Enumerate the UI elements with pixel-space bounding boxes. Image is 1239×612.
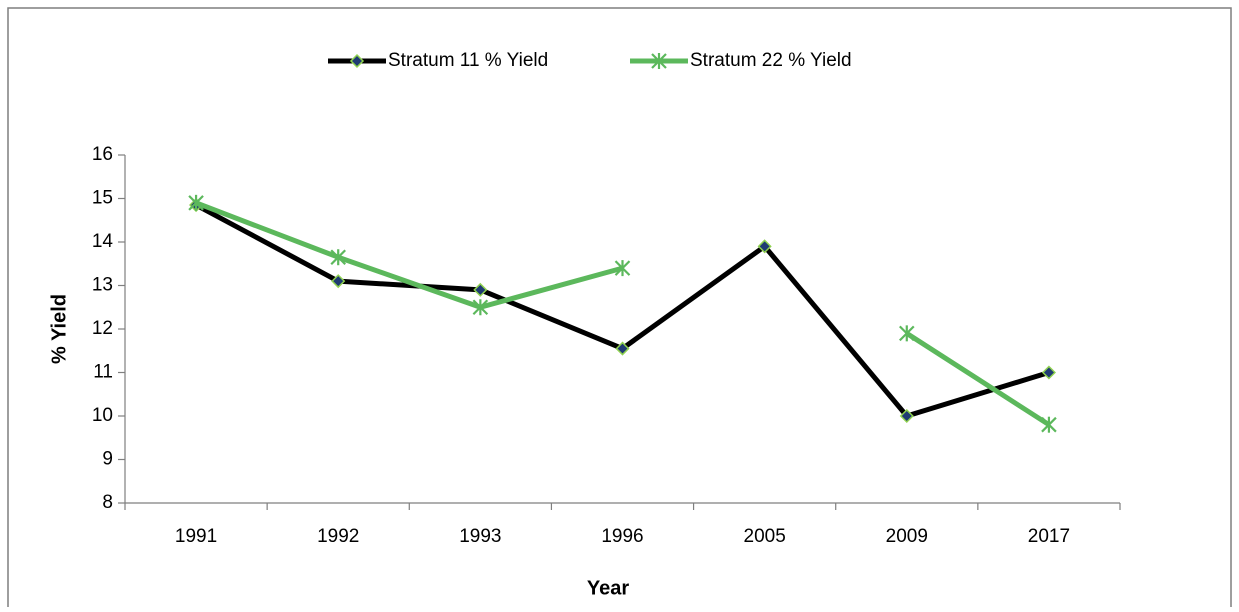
point <box>472 299 489 316</box>
chart-border <box>7 7 1232 612</box>
series-line <box>194 202 1050 419</box>
point <box>614 260 631 277</box>
point <box>188 194 204 211</box>
x-tick-label: 2009 <box>886 526 928 547</box>
point <box>757 239 772 254</box>
y-tick-label: 8 <box>102 492 113 513</box>
x-tick-label: 1996 <box>601 526 643 547</box>
y-tick-label: 11 <box>93 362 113 383</box>
point <box>473 282 488 297</box>
point <box>899 325 915 342</box>
point <box>1041 416 1057 433</box>
legend-label: Stratum 22 % Yield <box>690 50 852 71</box>
point <box>349 53 365 69</box>
point <box>331 274 346 289</box>
x-tick-label: 1991 <box>175 526 217 547</box>
x-tick-label: 1992 <box>317 526 359 547</box>
x-tick-label: 2017 <box>1028 526 1070 547</box>
point <box>1041 365 1056 380</box>
point <box>651 53 667 69</box>
y-tick-label: 10 <box>92 405 113 426</box>
y-tick-label: 9 <box>102 449 113 470</box>
x-tick-label: 1993 <box>459 526 501 547</box>
x-axis-title: Year <box>587 577 629 599</box>
legend-label: Stratum 11 % Yield <box>388 50 548 71</box>
x-tick-label: 2005 <box>744 526 786 547</box>
point <box>899 408 914 424</box>
y-tick-label: 15 <box>92 188 113 209</box>
y-tick-label: 14 <box>92 231 114 252</box>
y-tick-label: 13 <box>92 275 113 296</box>
y-tick-label: 16 <box>92 144 113 165</box>
y-tick-label: 12 <box>92 318 113 339</box>
series-line <box>195 200 1051 427</box>
point <box>615 341 630 356</box>
y-axis-title: % Yield <box>48 294 70 364</box>
point <box>330 249 346 266</box>
